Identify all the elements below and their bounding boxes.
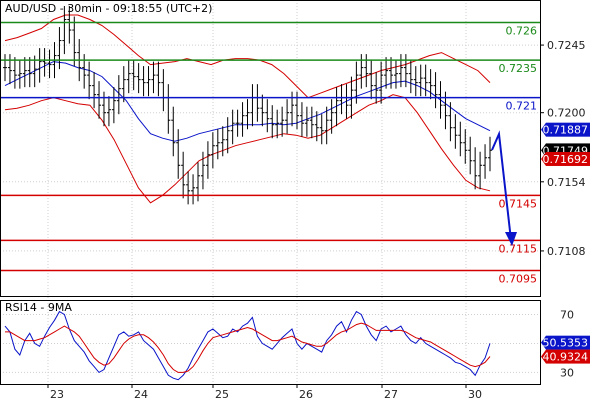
rsi-panel-border: [0, 300, 541, 385]
level-label: 0.7115: [499, 242, 538, 255]
rsi-series-line: [4, 310, 491, 381]
bollinger-upper-line: [4, 14, 491, 99]
chart-frame: [0, 0, 541, 385]
y-tick-label: 0.7154: [547, 176, 586, 189]
price-tag-pointer: [541, 151, 546, 166]
level-label: 0.7235: [499, 62, 538, 75]
price-tag-label: 0.71692: [543, 153, 589, 166]
rsi-tag: [546, 349, 590, 364]
level-label: 0.726: [506, 25, 538, 38]
y-tick-label: 0.7108: [547, 245, 586, 258]
rsi-series-line: [5, 322, 491, 373]
forecast-arrow: [491, 130, 517, 246]
price-tag-label: 0.71887: [543, 124, 589, 137]
rsi-tag-pointer: [541, 349, 546, 364]
x-tick-label: 24: [134, 388, 148, 400]
price-tag: [546, 151, 590, 166]
rsi-tag: [546, 335, 590, 350]
price-tag-pointer: [541, 122, 546, 137]
x-tick-label: 30: [468, 388, 482, 400]
y-tick-label: 0.7200: [547, 107, 586, 120]
support-resistance-levels: 0.726 0.7235 0.721 0.7145 0.7115 0.7095: [0, 21, 540, 285]
rsi-tag-label: 40.9324: [543, 351, 589, 364]
rsi-title: RSI14 - 9MA: [5, 301, 72, 314]
rsi-tag-pointer: [541, 335, 546, 350]
rsi-tick-label: 70: [560, 308, 574, 321]
level-label: 0.721: [506, 100, 538, 113]
x-tick-label: 27: [384, 388, 398, 400]
price-candles: [3, 6, 492, 205]
rsi-tag-label: 50.5353: [543, 337, 589, 350]
forecast-arrowhead: [505, 232, 517, 246]
axis-labels: 0.72450.72000.71540.71087050302324252627…: [47, 39, 590, 400]
x-tick-label: 23: [50, 388, 64, 400]
y-tick-label: 0.7245: [547, 39, 586, 52]
x-tick-label: 25: [215, 388, 229, 400]
price-tag: [546, 122, 590, 137]
rsi-panel: [4, 310, 491, 381]
forecast-path: [491, 130, 512, 241]
rsi-tick-label: 30: [560, 366, 574, 379]
level-label: 0.7095: [499, 272, 538, 285]
main-panel-border: [0, 0, 541, 297]
bollinger-lower-line: [4, 94, 491, 204]
chart-title: AUD/USD - 30min - 09:18:55 (UTC+2): [5, 2, 212, 15]
level-label: 0.7145: [499, 197, 538, 210]
x-tick-label: 26: [299, 388, 313, 400]
